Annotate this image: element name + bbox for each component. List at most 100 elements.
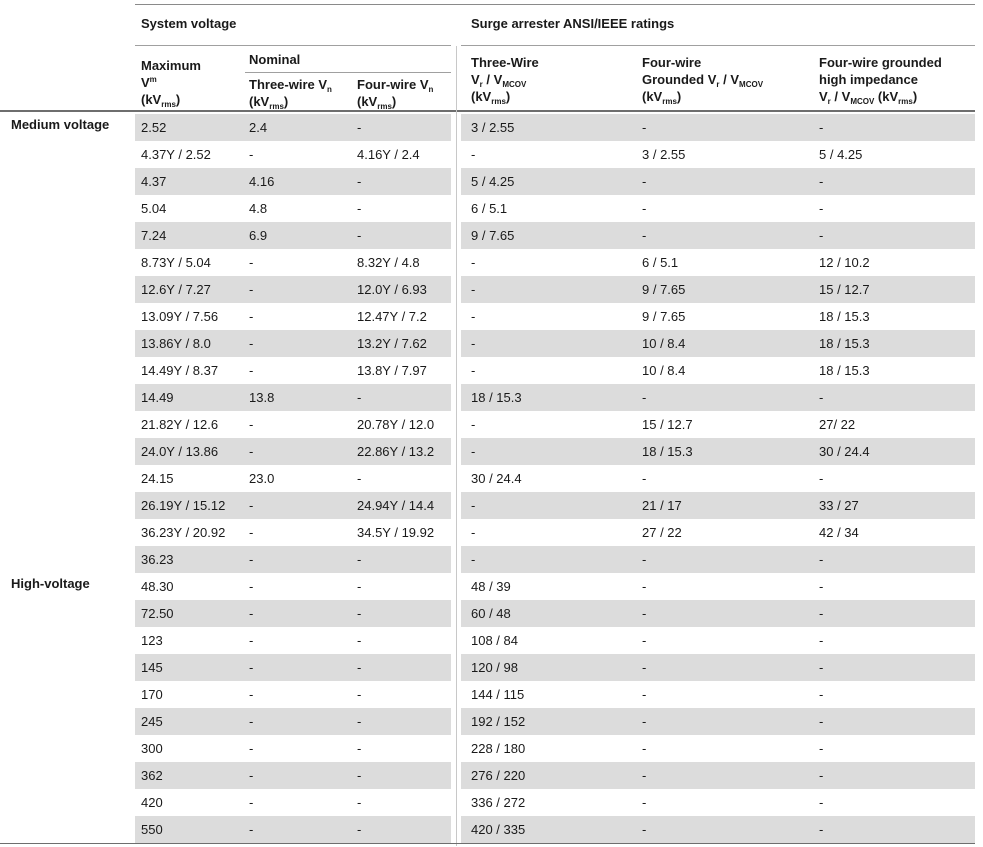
header-four-wire-vn: Four-wire Vn (kVrms) — [357, 76, 433, 111]
cell-four-wire-high-impedance: 5 / 4.25 — [819, 147, 863, 162]
cell-four-wire-vn: - — [357, 552, 362, 567]
cell-four-wire-high-impedance: - — [819, 795, 824, 810]
cell-four-wire-grounded: - — [642, 633, 647, 648]
cell-three-wire-vn: - — [249, 336, 254, 351]
cell-four-wire-high-impedance: 42 / 34 — [819, 525, 859, 540]
v-separator: / V — [482, 72, 503, 87]
cell-four-wire-grounded: 27 / 22 — [642, 525, 682, 540]
cell-three-wire-vn: - — [249, 282, 254, 297]
cell-four-wire-grounded: - — [642, 687, 647, 702]
cell-four-wire-grounded: - — [642, 822, 647, 837]
cell-four-wire-grounded: - — [642, 390, 647, 405]
cell-three-wire-vn: 4.8 — [249, 201, 268, 216]
cell-four-wire-high-impedance: - — [819, 741, 824, 756]
cell-maximum-vm: 4.37 — [141, 174, 167, 189]
cell-maximum-vm: 24.0Y / 13.86 — [141, 444, 219, 459]
cell-three-wire-arrester: - — [471, 363, 476, 378]
header-surge-arrester: Surge arrester ANSI/IEEE ratings — [471, 16, 675, 31]
cell-three-wire-vn: 23.0 — [249, 471, 275, 486]
cell-three-wire-vn: - — [249, 606, 254, 621]
cell-three-wire-vn: 2.4 — [249, 120, 268, 135]
cell-three-wire-arrester: - — [471, 336, 476, 351]
row-stripe — [461, 222, 975, 249]
row-stripe — [461, 492, 975, 519]
header-bottom-rule — [0, 110, 975, 112]
cell-four-wire-high-impedance: 27/ 22 — [819, 417, 856, 432]
cell-four-wire-vn: - — [357, 768, 362, 783]
header-high-impedance-line3: Vr / VMCOV (kVrms) — [819, 88, 942, 106]
row-stripe — [135, 438, 451, 465]
cell-three-wire-arrester: 48 / 39 — [471, 579, 511, 594]
unit-subscript: rms — [161, 100, 176, 109]
cell-three-wire-vn: - — [249, 147, 254, 162]
cell-three-wire-arrester: 192 / 152 — [471, 714, 526, 729]
vn-subscript: n — [327, 85, 332, 94]
cell-four-wire-high-impedance: 30 / 24.4 — [819, 444, 870, 459]
header-four-wire-vn-unit: (kVrms) — [357, 93, 433, 111]
cell-four-wire-high-impedance: - — [819, 660, 824, 675]
cell-maximum-vm: 12.6Y / 7.27 — [141, 282, 211, 297]
unit-prefix: (kV — [357, 94, 378, 109]
cell-four-wire-vn: - — [357, 660, 362, 675]
cell-maximum-vm: 13.86Y / 8.0 — [141, 336, 211, 351]
cell-three-wire-arrester: 228 / 180 — [471, 741, 526, 756]
mcov-subscript: MCOV — [502, 80, 527, 89]
header-three-wire-arrester-unit: (kVrms) — [471, 88, 539, 106]
cell-four-wire-grounded: - — [642, 471, 647, 486]
cell-three-wire-vn: - — [249, 444, 254, 459]
top-rule — [135, 4, 975, 5]
header-high-impedance-line2: high impedance — [819, 72, 918, 87]
cell-three-wire-arrester: - — [471, 417, 476, 432]
cell-maximum-vm: 14.49Y / 8.37 — [141, 363, 219, 378]
cell-four-wire-high-impedance: - — [819, 633, 824, 648]
cell-three-wire-arrester: - — [471, 498, 476, 513]
header-high-impedance-line1: Four-wire grounded — [819, 55, 942, 70]
unit-subscript: rms — [377, 102, 392, 111]
cell-four-wire-vn: - — [357, 687, 362, 702]
cell-three-wire-arrester: 108 / 84 — [471, 633, 518, 648]
cell-three-wire-arrester: - — [471, 147, 476, 162]
row-stripe — [135, 546, 451, 573]
unit-prefix: (kV — [141, 92, 162, 107]
cell-maximum-vm: 4.37Y / 2.52 — [141, 147, 211, 162]
grounded-label: Grounded V — [642, 72, 717, 87]
cell-maximum-vm: 7.24 — [141, 228, 167, 243]
cell-three-wire-arrester: - — [471, 309, 476, 324]
cell-four-wire-vn: - — [357, 822, 362, 837]
vr-subscript: r — [827, 97, 831, 106]
cell-four-wire-grounded: - — [642, 768, 647, 783]
cell-three-wire-arrester: - — [471, 525, 476, 540]
cell-four-wire-vn: 13.2Y / 7.62 — [357, 336, 427, 351]
cell-four-wire-vn: 8.32Y / 4.8 — [357, 255, 420, 270]
unit-subscript: rms — [898, 97, 913, 106]
cell-four-wire-vn: 34.5Y / 19.92 — [357, 525, 435, 540]
cell-three-wire-vn: - — [249, 768, 254, 783]
cell-four-wire-grounded: 21 / 17 — [642, 498, 682, 513]
cell-three-wire-arrester: - — [471, 444, 476, 459]
unit-prefix: (kV — [471, 89, 492, 104]
row-stripe — [135, 600, 451, 627]
cell-four-wire-vn: - — [357, 579, 362, 594]
bottom-rule — [0, 843, 975, 844]
cell-four-wire-vn: 20.78Y / 12.0 — [357, 417, 435, 432]
cell-four-wire-grounded: 9 / 7.65 — [642, 282, 686, 297]
three-wire-label: Three-wire V — [249, 77, 328, 92]
cell-four-wire-vn: - — [357, 741, 362, 756]
cell-four-wire-grounded: - — [642, 228, 647, 243]
cell-four-wire-high-impedance: 18 / 15.3 — [819, 363, 870, 378]
cell-four-wire-grounded: - — [642, 552, 647, 567]
cell-three-wire-vn: - — [249, 822, 254, 837]
cell-four-wire-high-impedance: 18 / 15.3 — [819, 336, 870, 351]
cell-four-wire-vn: - — [357, 633, 362, 648]
row-stripe — [461, 438, 975, 465]
cell-four-wire-high-impedance: - — [819, 768, 824, 783]
cell-maximum-vm: 72.50 — [141, 606, 174, 621]
vr-symbol: V — [471, 72, 480, 87]
header-nominal: Nominal — [249, 52, 301, 67]
cell-four-wire-grounded: 6 / 5.1 — [642, 255, 679, 270]
system-voltage-rule — [135, 45, 451, 46]
cell-three-wire-vn: - — [249, 552, 254, 567]
header-four-wire-grounded-line1: Four-wire — [642, 55, 702, 70]
cell-four-wire-vn: - — [357, 120, 362, 135]
row-stripe — [135, 168, 451, 195]
